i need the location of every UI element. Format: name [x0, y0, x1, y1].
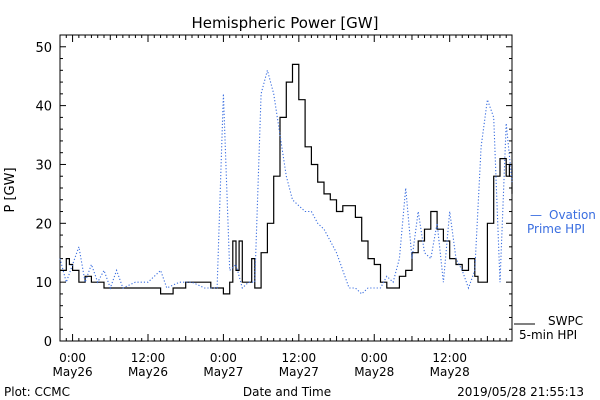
x-tick-label-time: 0:00 [210, 351, 237, 365]
y-tick-label: 50 [35, 41, 52, 56]
x-tick-label-time: 12:00 [131, 351, 166, 365]
series-layer [59, 63, 513, 295]
x-tick-label-time: 0:00 [361, 351, 388, 365]
y-axis-label: P [GW] [3, 167, 18, 212]
plot-frame [59, 34, 513, 342]
plot-timestamp: 2019/05/28 21:55:13 [457, 385, 584, 399]
y-tick-label: 0 [44, 335, 52, 350]
chart-title: Hemispheric Power [GW] [192, 14, 379, 32]
plot-credit: Plot: CCMC [4, 385, 70, 399]
y-tick-label: 30 [35, 158, 52, 173]
y-tick-label: 20 [35, 217, 52, 232]
x-tick-label-date: May28 [354, 365, 394, 379]
legend-ovation-line2: Prime HPI [527, 222, 585, 236]
x-tick-label-date: May26 [128, 365, 168, 379]
x-tick-label-date: May28 [430, 365, 470, 379]
x-tick-label-time: 12:00 [432, 351, 467, 365]
x-tick-label-date: May27 [203, 365, 243, 379]
x-tick-label-date: May27 [279, 365, 319, 379]
y-tick-label: 40 [35, 100, 52, 115]
swpc-series-line [60, 63, 513, 295]
y-tick-label: 10 [35, 276, 52, 291]
legend-swpc-line1: SWPC [548, 314, 583, 328]
x-axis: 0:00May2612:00May260:00May2712:00May270:… [53, 35, 507, 379]
legend: — Ovation Prime HPI SWPC 5-min HPI [514, 208, 596, 342]
y-axis: 0 10 20 30 40 50 [35, 41, 512, 350]
x-tick-label-date: May26 [53, 365, 93, 379]
legend-ovation-line1: Ovation [549, 208, 596, 222]
x-tick-label-time: 12:00 [282, 351, 317, 365]
ovation-series-line [59, 68, 513, 295]
legend-ovation-dash: — [530, 208, 542, 222]
legend-swpc-line2: 5-min HPI [519, 328, 577, 342]
x-tick-label-time: 0:00 [59, 351, 86, 365]
x-axis-label: Date and Time [243, 385, 331, 399]
